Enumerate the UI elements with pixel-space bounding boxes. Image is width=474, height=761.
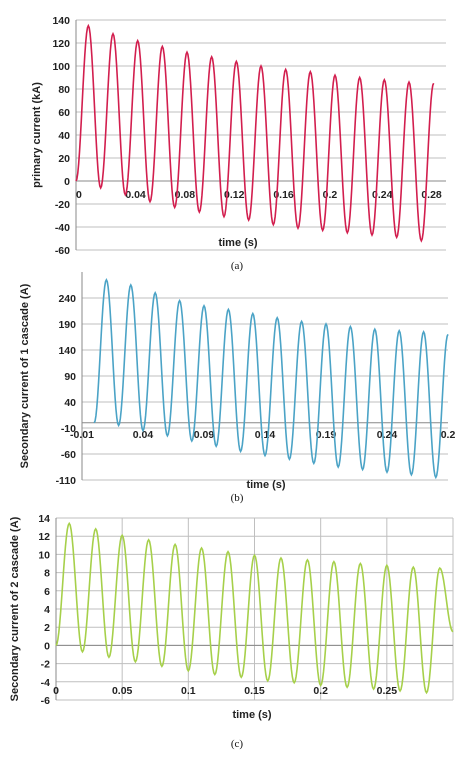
y-tick-label: -20 — [55, 199, 70, 211]
x-tick-label: 0.2 — [441, 429, 456, 441]
y-tick-label: 240 — [58, 293, 76, 305]
y-tick-label: -6 — [41, 695, 50, 707]
y-tick-label: -2 — [41, 659, 50, 671]
y-tick-label: 90 — [64, 371, 76, 383]
y-tick-label: -60 — [61, 449, 76, 461]
y-tick-label: 140 — [52, 15, 70, 27]
y-tick-label: 14 — [38, 513, 50, 525]
x-tick-label: 0.12 — [224, 189, 245, 201]
y-tick-label: 6 — [44, 586, 50, 598]
y-tick-label: 120 — [52, 38, 70, 50]
figure-caption: (a) — [231, 260, 244, 272]
y-tick-label: -60 — [55, 245, 70, 257]
y-axis-label: Secondary current of 1 cascade (A) — [19, 283, 31, 468]
x-tick-label: 0.16 — [273, 189, 294, 201]
y-tick-label: 60 — [58, 107, 70, 119]
y-tick-label: 2 — [44, 622, 50, 634]
series-line — [55, 521, 454, 695]
x-axis-label: time (s) — [246, 479, 285, 491]
chart-c: -6 -4 -2 0 2 4 6 8 10 12 14 0 0.05 0.1 0.15 0.2 0.25 time… — [9, 513, 454, 750]
figure-caption: (b) — [231, 492, 244, 504]
y-tick-label: 4 — [44, 604, 50, 616]
x-tick-label: 0.19 — [316, 429, 337, 441]
y-tick-label: 20 — [58, 153, 70, 165]
x-tick-label: 0.09 — [194, 429, 215, 441]
y-tick-label: 10 — [38, 549, 50, 561]
y-tick-label: -4 — [41, 677, 50, 689]
figure-caption: (c) — [231, 738, 244, 750]
y-tick-label: 0 — [44, 640, 50, 652]
x-tick-label: 0.04 — [125, 189, 146, 201]
x-tick-label: 0.15 — [244, 685, 265, 697]
y-tick-label: -10 — [61, 423, 76, 435]
x-axis-label: time (s) — [232, 709, 271, 721]
series-line — [75, 23, 435, 243]
x-tick-label: 0 — [53, 685, 59, 697]
x-tick-label: 0.24 — [377, 429, 398, 441]
y-tick-label: 40 — [64, 397, 76, 409]
x-tick-label: 0 — [76, 189, 82, 201]
x-tick-label: -0.01 — [70, 429, 94, 441]
y-tick-label: -110 — [56, 475, 77, 487]
x-tick-label: 0.04 — [133, 429, 154, 441]
y-tick-label: 100 — [52, 61, 70, 73]
y-tick-label: 190 — [58, 319, 76, 331]
chart-b: -110 -60 -10 40 90 140 190 240 -0.01 0.04 0.09 0.14… — [19, 272, 455, 504]
x-tick-label: 0.24 — [372, 189, 393, 201]
y-axis-label: primary current (kA) — [31, 82, 43, 188]
x-tick-label: 0.08 — [175, 189, 196, 201]
y-tick-label: 40 — [58, 130, 70, 142]
y-tick-label: 0 — [64, 176, 70, 188]
y-tick-label: -40 — [55, 222, 70, 234]
y-tick-label: 140 — [58, 345, 76, 357]
x-tick-label: 0.1 — [181, 685, 196, 697]
x-tick-label: 0.05 — [112, 685, 133, 697]
y-tick-label: 8 — [44, 568, 50, 580]
x-tick-label: 0.28 — [421, 189, 442, 201]
series-line — [93, 277, 449, 480]
y-tick-label: 12 — [38, 531, 50, 543]
x-tick-label: 0.2 — [313, 685, 328, 697]
chart-a: -60 -40 -20 0 20 40 60 80 100 120 140 0 0.04 0.08 0.12… — [31, 15, 446, 272]
x-tick-label: 0.14 — [255, 429, 276, 441]
x-tick-label: 0.25 — [377, 685, 398, 697]
x-axis-label: time (s) — [218, 237, 257, 249]
x-tick-label: 0.2 — [323, 189, 338, 201]
y-axis-label: Secondary current of 2 cascade (A) — [9, 516, 21, 701]
y-tick-label: 80 — [58, 84, 70, 96]
